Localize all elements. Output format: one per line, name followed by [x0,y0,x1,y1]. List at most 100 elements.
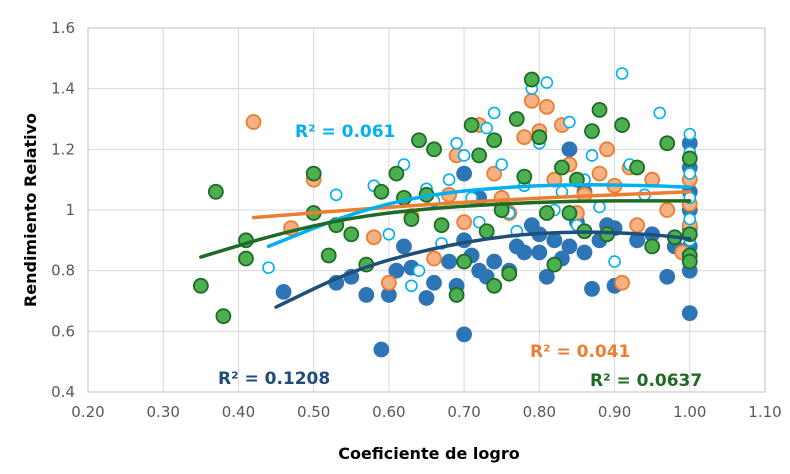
data-point [659,202,676,218]
data-point [540,76,554,89]
data-point [388,262,405,279]
data-point [418,290,435,306]
data-point [365,229,382,246]
data-point [380,274,397,291]
x-axis-title: Coeficiente de logro [338,444,519,463]
data-point [659,135,676,152]
x-tick-label: 0.70 [447,403,480,421]
data-point [442,173,456,186]
data-point [584,280,600,297]
data-point [207,183,224,200]
x-tick-labels: 0.20 0.30 0.40 0.50 0.60 0.70 0.80 0.90 1.00 1.10 [71,403,781,421]
data-point [448,287,465,303]
data-point [561,141,578,158]
trendlines [199,182,692,309]
data-point [614,117,630,133]
data-point [538,98,555,115]
x-tick-label: 1.10 [748,403,781,421]
data-point [405,279,418,293]
data-point [456,165,473,182]
data-point [615,67,629,80]
x-tick-label: 0.40 [222,403,255,421]
data-point [561,205,578,221]
data-point [608,255,621,268]
data-point [238,250,254,267]
data-point [486,253,503,270]
data-point [523,71,540,88]
data-point [433,217,450,234]
data-point [329,188,343,202]
data-point [516,129,533,146]
x-tick-label: 0.20 [71,403,104,421]
data-point [245,114,262,130]
data-point [373,341,390,358]
y-tick-label: 0.6 [51,322,75,340]
r2-label-blue: R² = 0.1208 [218,369,330,389]
data-point [456,326,473,343]
y-tick-labels: 0.4 0.6 0.8 1 1.2 1.4 1.6 [51,19,75,401]
y-tick-label: 1.4 [51,80,75,98]
data-point [426,141,442,158]
y-tick-label: 1.6 [51,19,75,37]
data-point [508,111,525,127]
data-point [546,256,563,273]
data-point [653,106,666,120]
x-tick-label: 1.00 [673,403,706,421]
data-point [487,106,501,120]
data-point [538,268,555,285]
data-point [614,274,630,291]
data-point [561,238,578,255]
data-point [215,308,232,325]
x-tick-label: 0.30 [147,403,180,421]
data-point [495,158,509,171]
data-point [305,165,322,182]
data-point [471,147,488,164]
data-point [523,92,540,109]
data-point [683,212,697,226]
x-tick-label: 0.80 [523,403,556,421]
data-point [681,253,698,270]
data-point [554,159,570,176]
data-point [192,277,209,294]
data-point [591,165,608,182]
y-tick-label: 0.4 [51,383,75,401]
data-point [585,149,599,162]
data-points [192,67,698,358]
data-point [681,305,698,322]
data-point [531,129,548,146]
data-point [576,244,593,261]
data-point [591,102,608,118]
y-tick-label: 1 [65,201,75,219]
y-tick-label: 0.8 [51,262,75,280]
data-point [441,253,457,270]
data-point [546,232,563,249]
data-point [599,141,615,158]
data-point [412,264,426,277]
data-point [683,127,697,141]
data-point [320,247,337,264]
data-point [403,211,420,228]
y-axis-title: Rendimiento Relativo [21,113,40,307]
data-point [629,159,646,176]
y-tick-label: 1.2 [51,140,75,158]
data-point [472,215,486,229]
data-point [456,253,473,270]
data-point [457,149,471,162]
data-point [486,165,503,182]
data-point [262,261,275,274]
data-point [456,214,473,231]
data-point [388,165,405,182]
trendline [274,230,692,309]
data-point [382,227,396,241]
data-point [629,217,646,234]
x-tick-label: 0.50 [297,403,330,421]
x-tick-label: 0.60 [372,403,405,421]
data-point [644,238,661,255]
data-point [450,136,463,150]
x-tick-label: 0.90 [598,403,631,421]
data-point [501,265,518,282]
data-point [480,121,493,135]
data-point [683,167,697,180]
trendline [251,190,692,220]
